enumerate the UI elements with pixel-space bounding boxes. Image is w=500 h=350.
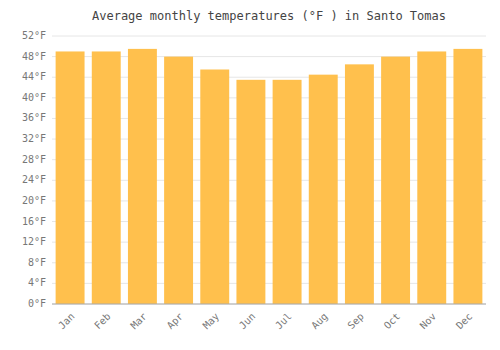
bar <box>345 64 374 304</box>
x-tick-label: Apr <box>165 311 186 332</box>
x-tick-label: Feb <box>92 311 113 332</box>
y-tick-label: 0°F <box>28 298 46 309</box>
y-tick-label: 4°F <box>28 277 46 288</box>
bar <box>56 51 85 304</box>
title: Average monthly temperatures (°F ) in Sa… <box>92 9 446 23</box>
bar <box>128 49 157 304</box>
bar <box>164 57 193 304</box>
bar <box>453 49 482 304</box>
x-tick-label: Jan <box>56 311 77 332</box>
x-axis-line <box>52 304 486 305</box>
y-tick-label: 28°F <box>22 154 46 165</box>
y-tick-label: 48°F <box>22 51 46 62</box>
bar <box>417 51 446 304</box>
y-tick-label: 20°F <box>22 195 46 206</box>
bar <box>200 70 229 305</box>
bar <box>273 80 302 304</box>
y-tick-label: 12°F <box>22 236 46 247</box>
grid-line <box>52 304 486 305</box>
bar <box>381 57 410 304</box>
x-tick-label: Nov <box>418 311 439 332</box>
grid-line <box>52 36 486 37</box>
y-tick-label: 24°F <box>22 174 46 185</box>
chart-svg: 0°F 4°F 8°F 12°F 16°F 20°F 24°F 28°F 32°F 36°F 40°… <box>0 0 500 350</box>
y-tick-label: 52°F <box>22 30 46 41</box>
x-axis: Jan Feb Mar Apr May Jun Jul Aug Sep Oct Nov Dec <box>56 311 474 332</box>
bars <box>56 49 483 304</box>
bar <box>92 51 121 304</box>
y-tick-label: 36°F <box>22 112 46 123</box>
x-tick-label: Aug <box>309 311 330 332</box>
y-tick-label: 40°F <box>22 92 46 103</box>
y-tick-label: 8°F <box>28 257 46 268</box>
bar <box>309 75 338 304</box>
x-tick-label: Dec <box>454 311 475 332</box>
grid <box>52 36 486 304</box>
bar <box>236 80 265 304</box>
y-tick-label: 44°F <box>22 71 46 82</box>
x-tick-label: Jun <box>237 311 258 332</box>
x-tick-label: Jul <box>273 311 294 332</box>
y-axis: 0°F 4°F 8°F 12°F 16°F 20°F 24°F 28°F 32°F 36°F 40°… <box>22 30 46 309</box>
x-tick-label: Oct <box>382 311 403 332</box>
y-tick-label: 32°F <box>22 133 46 144</box>
x-tick-label: Sep <box>345 311 366 332</box>
chart-container: 0°F 4°F 8°F 12°F 16°F 20°F 24°F 28°F 32°F 36°F 40°… <box>0 0 500 350</box>
y-tick-label: 16°F <box>22 216 46 227</box>
x-tick-label: Mar <box>128 311 149 332</box>
x-tick-label: May <box>201 311 222 332</box>
